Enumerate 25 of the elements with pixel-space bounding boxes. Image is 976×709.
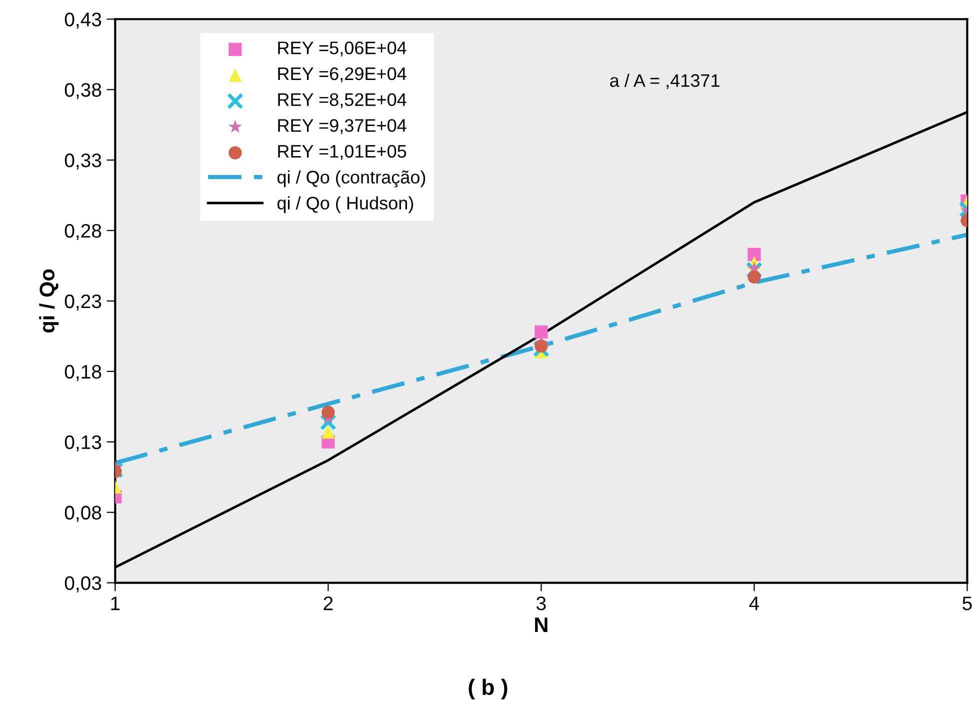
annotation: a / A = ,41371	[610, 74, 720, 90]
x-tick-label: 3	[536, 596, 546, 610]
legend-label: REY =1,01E+05	[278, 144, 406, 160]
x-tick-label: 2	[324, 596, 333, 610]
y-tick-label: 0,18	[64, 364, 102, 381]
legend-label: qi / Qo (contração)	[277, 170, 426, 188]
y-tick-label: 0,33	[64, 154, 102, 170]
y-tick-label: 0,13	[64, 435, 102, 452]
legend-label: REY =5,06E+04	[278, 42, 406, 56]
y-axis-title: qi / Qo	[39, 269, 59, 333]
x-tick-label: 4	[749, 596, 760, 610]
y-tick-label: 0,38	[64, 83, 102, 100]
x-axis-title: N	[535, 618, 548, 632]
legend-label: REY =6,29E+04	[278, 67, 406, 82]
legend-label: qi / Qo ( Hudson)	[277, 196, 414, 214]
y-tick-label: 0,03	[64, 576, 102, 592]
y-tick-label: 0,43	[64, 12, 102, 29]
legend-label: REY =8,52E+04	[278, 93, 406, 108]
y-tick-label: 0,23	[64, 294, 102, 311]
y-tick-label: 0,08	[64, 506, 102, 522]
text: ( b )	[468, 678, 508, 700]
legend-label: REY =9,37E+04	[278, 119, 406, 134]
x-tick-label: 5	[962, 596, 972, 610]
y-tick-label: 0,28	[64, 224, 102, 240]
x-tick-label: 1	[111, 596, 120, 610]
